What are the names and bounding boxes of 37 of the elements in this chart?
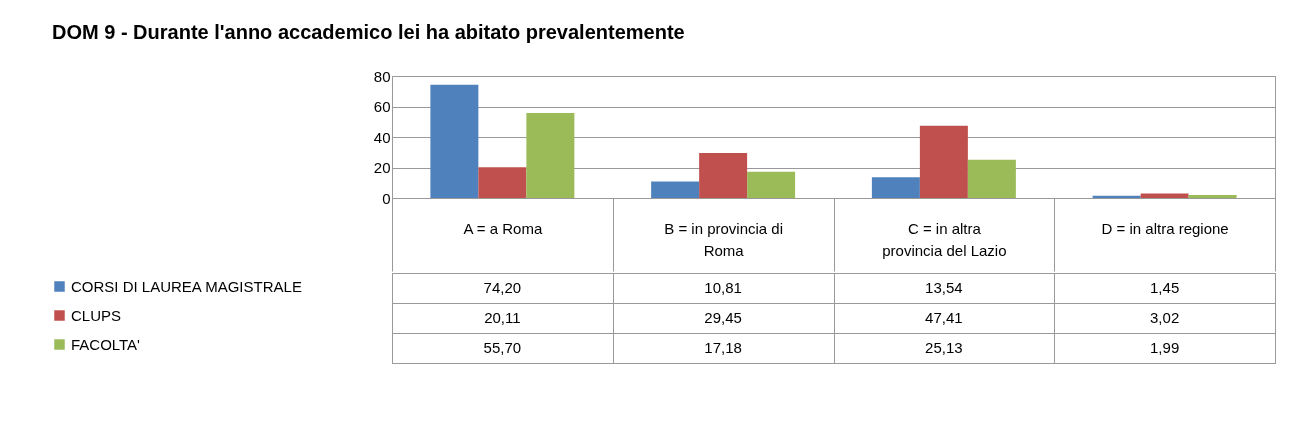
- data-label: 20,11: [484, 309, 521, 326]
- bar: [747, 171, 796, 198]
- data-label: 25,13: [925, 339, 963, 356]
- bar: [919, 125, 968, 198]
- data-label: 1,99: [1150, 339, 1180, 356]
- data-label: 10,81: [704, 279, 742, 296]
- x-tick-label: B = in provincia di Roma: [664, 219, 784, 259]
- x-tick-label: C = in altra provincia del Lazio: [882, 219, 1007, 259]
- legend-label: CLUPS: [71, 306, 122, 324]
- y-tick-label: 0: [382, 189, 391, 207]
- bar: [967, 159, 1016, 198]
- bar: [1140, 193, 1189, 198]
- y-tick-label: 20: [373, 159, 391, 176]
- data-label: 1,45: [1150, 279, 1180, 296]
- data-label: 17,18: [704, 339, 742, 356]
- bar: [526, 113, 575, 198]
- chart-title: DOM 9 - Durante l'anno accademico lei ha abitato prevalentemente: [52, 20, 685, 43]
- legend-label: CORSI DI LAUREA MAGISTRALE: [71, 277, 302, 295]
- y-tick-label: 80: [373, 67, 391, 85]
- bar: [430, 84, 479, 198]
- data-label: 55,70: [483, 339, 522, 356]
- data-label: 74,20: [483, 279, 522, 296]
- y-tick-label: 60: [373, 98, 391, 115]
- x-tick-label: A = a Roma: [463, 219, 543, 237]
- legend-label: FACOLTA': [71, 335, 141, 353]
- bar: [699, 153, 748, 198]
- data-label: 29,45: [704, 309, 742, 326]
- bar: [478, 167, 527, 198]
- bar: [651, 181, 700, 198]
- y-tick-label: 40: [373, 128, 391, 146]
- bar: [871, 177, 920, 198]
- data-label: 47,41: [925, 309, 963, 326]
- data-label: 13,54: [925, 279, 963, 296]
- data-label: 3,02: [1150, 309, 1180, 326]
- bar: [1188, 194, 1237, 198]
- x-tick-label: D = in altra regione: [1101, 219, 1229, 237]
- bar: [1092, 195, 1141, 198]
